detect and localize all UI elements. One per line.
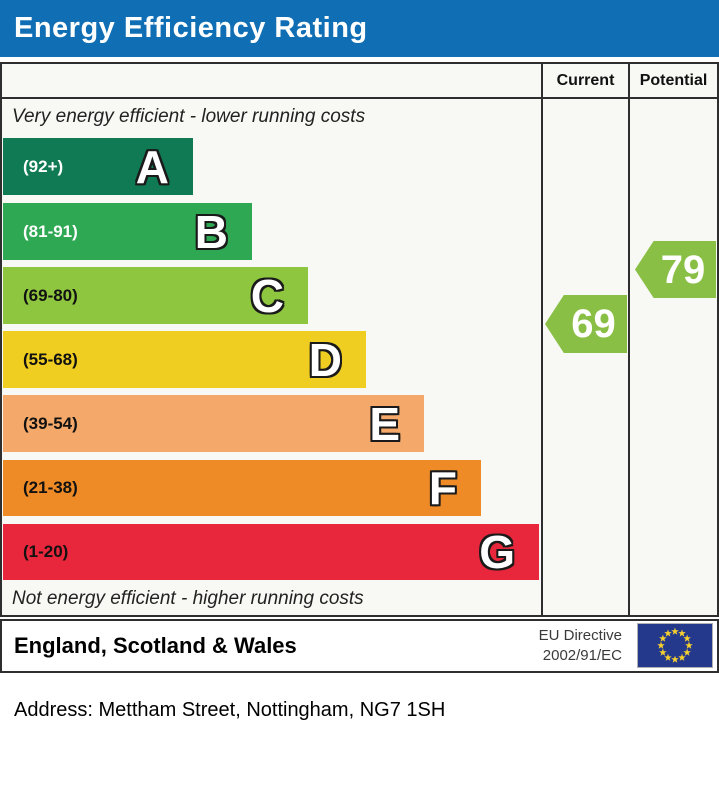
band-a-range: (92+) bbox=[23, 156, 64, 176]
eu-flag-icon bbox=[637, 623, 713, 668]
band-f: (21-38) F bbox=[3, 460, 481, 516]
current-column-header: Current bbox=[556, 72, 615, 89]
potential-rating-arrow: 79 bbox=[635, 241, 716, 298]
band-g: (1-20) G bbox=[3, 524, 539, 580]
band-d: (55-68) D bbox=[3, 331, 366, 388]
column-divider-current bbox=[541, 64, 543, 615]
band-c-range: (69-80) bbox=[23, 285, 78, 305]
potential-rating-value: 79 bbox=[660, 247, 706, 292]
current-rating-arrow: 69 bbox=[545, 295, 627, 353]
top-note: Very energy efficient - lower running co… bbox=[12, 106, 366, 127]
header-row-separator bbox=[2, 97, 717, 99]
region-label: England, Scotland & Wales bbox=[14, 633, 297, 658]
band-b: (81-91) B bbox=[3, 203, 252, 260]
bottom-note: Not energy efficient - higher running co… bbox=[12, 588, 364, 609]
band-e-range: (39-54) bbox=[23, 413, 78, 433]
energy-rating-chart: Current Potential Very energy efficient … bbox=[0, 62, 719, 617]
eu-directive-line2: 2002/91/EC bbox=[542, 647, 622, 664]
footer-bar: England, Scotland & Wales EU Directive 2… bbox=[0, 619, 719, 673]
band-d-range: (55-68) bbox=[23, 349, 78, 369]
title-bar: Energy Efficiency Rating bbox=[0, 0, 719, 57]
eu-directive-label: EU Directive 2002/91/EC bbox=[539, 626, 622, 666]
band-a: (92+) A bbox=[3, 138, 193, 195]
band-e-letter: E bbox=[369, 397, 400, 450]
band-g-range: (1-20) bbox=[23, 542, 69, 561]
column-divider-potential bbox=[628, 64, 630, 615]
band-e: (39-54) E bbox=[3, 395, 424, 452]
eu-directive-line1: EU Directive bbox=[538, 627, 622, 644]
band-b-range: (81-91) bbox=[23, 221, 78, 241]
band-f-range: (21-38) bbox=[23, 478, 78, 497]
current-rating-value: 69 bbox=[571, 302, 616, 346]
band-c: (69-80) C bbox=[3, 267, 308, 324]
page-title: Energy Efficiency Rating bbox=[14, 12, 368, 44]
property-address: Address: Mettham Street, Nottingham, NG7… bbox=[14, 699, 446, 721]
band-c-letter: C bbox=[250, 269, 284, 322]
band-b-letter: B bbox=[194, 205, 228, 258]
band-d-letter: D bbox=[308, 333, 342, 386]
band-a-letter: A bbox=[135, 140, 169, 193]
band-f-letter: F bbox=[428, 462, 457, 514]
band-g-letter: G bbox=[479, 526, 515, 578]
potential-column-header: Potential bbox=[639, 72, 708, 89]
